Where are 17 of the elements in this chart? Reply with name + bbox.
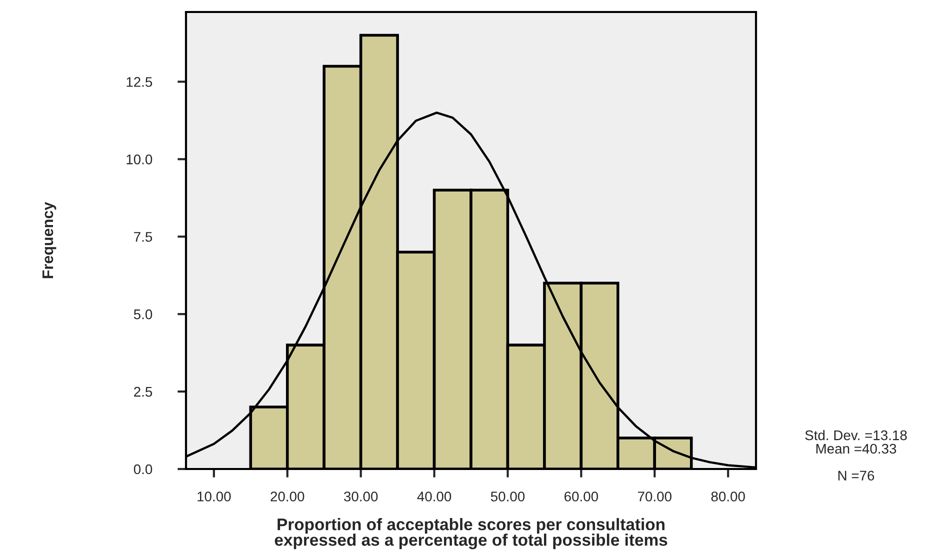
x-tick-label: 50.00 bbox=[490, 492, 525, 502]
y-axis-title: Frequency bbox=[42, 202, 56, 278]
x-tick-label: 20.00 bbox=[270, 492, 304, 502]
x-tick-label: 10.00 bbox=[198, 492, 231, 502]
y-tick-label: 7.5 bbox=[134, 232, 152, 242]
x-tick-label: 30.00 bbox=[344, 492, 378, 502]
text: Std. Dev. =13.18 Mean =40.33 N =76 bbox=[805, 430, 907, 481]
y-tick-label: 0.0 bbox=[134, 464, 152, 474]
x-axis-title: Proportion of acceptable scores per consultation expressed as a percentage of total possible items bbox=[274, 518, 668, 550]
y-tick-label: 12.5 bbox=[126, 77, 152, 87]
x-tick-label: 40.00 bbox=[417, 492, 452, 502]
y-tick-label: 5.0 bbox=[134, 309, 152, 320]
x-tick-label: 80.00 bbox=[711, 492, 745, 502]
y-tick-label: 10.0 bbox=[126, 154, 152, 164]
x-tick-label: 60.00 bbox=[564, 492, 598, 502]
x-tick-label: 70.00 bbox=[638, 492, 672, 502]
y-tick-label: 2.5 bbox=[134, 386, 152, 397]
